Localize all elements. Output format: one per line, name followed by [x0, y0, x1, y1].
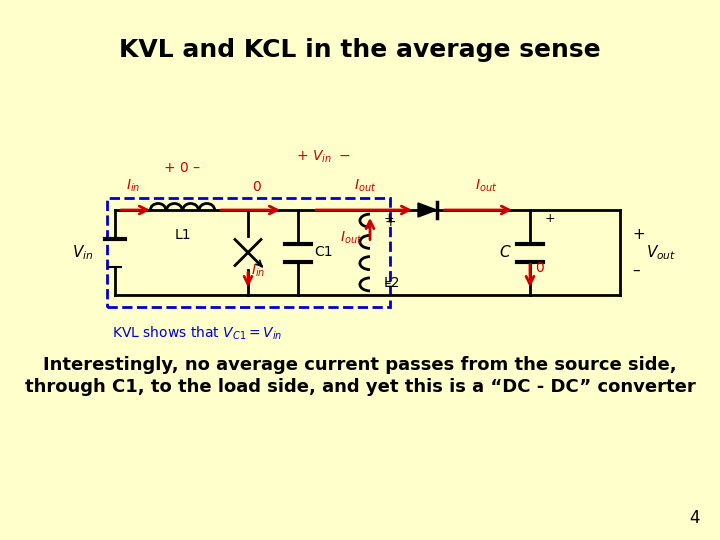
Text: –: – — [384, 276, 391, 290]
Text: +: + — [545, 212, 556, 225]
Text: +: + — [384, 212, 395, 225]
Text: 0: 0 — [535, 261, 544, 275]
Text: $I_{out}$: $I_{out}$ — [340, 230, 362, 246]
Text: Interestingly, no average current passes from the source side,: Interestingly, no average current passes… — [43, 356, 677, 374]
Text: through C1, to the load side, and yet this is a “DC - DC” converter: through C1, to the load side, and yet th… — [24, 378, 696, 396]
Text: C1: C1 — [314, 246, 333, 260]
Text: $I_{in}$: $I_{in}$ — [126, 178, 140, 194]
Text: KVL and KCL in the average sense: KVL and KCL in the average sense — [120, 38, 600, 62]
Text: +: + — [384, 215, 395, 229]
Text: –: – — [632, 263, 639, 278]
Text: $+\ V_{in}\ -$: $+\ V_{in}\ -$ — [296, 148, 350, 165]
Text: $I_{out}$: $I_{out}$ — [475, 178, 497, 194]
Text: +: + — [632, 227, 644, 242]
Text: $V_{out}$: $V_{out}$ — [646, 243, 676, 262]
Text: 4: 4 — [690, 509, 701, 527]
Polygon shape — [418, 203, 436, 217]
Text: $I_{out}$: $I_{out}$ — [354, 178, 377, 194]
Text: KVL shows that $V_{C1} = V_{in}$: KVL shows that $V_{C1} = V_{in}$ — [112, 325, 282, 342]
Text: $I_{in}$: $I_{in}$ — [251, 262, 265, 279]
Text: 0: 0 — [252, 180, 261, 194]
Text: C: C — [500, 245, 510, 260]
Text: –: – — [384, 277, 390, 290]
Text: + 0 –: + 0 – — [164, 161, 200, 175]
Text: L2: L2 — [384, 276, 400, 290]
Text: $V_{in}$: $V_{in}$ — [71, 243, 93, 262]
Text: L1: L1 — [174, 228, 191, 242]
